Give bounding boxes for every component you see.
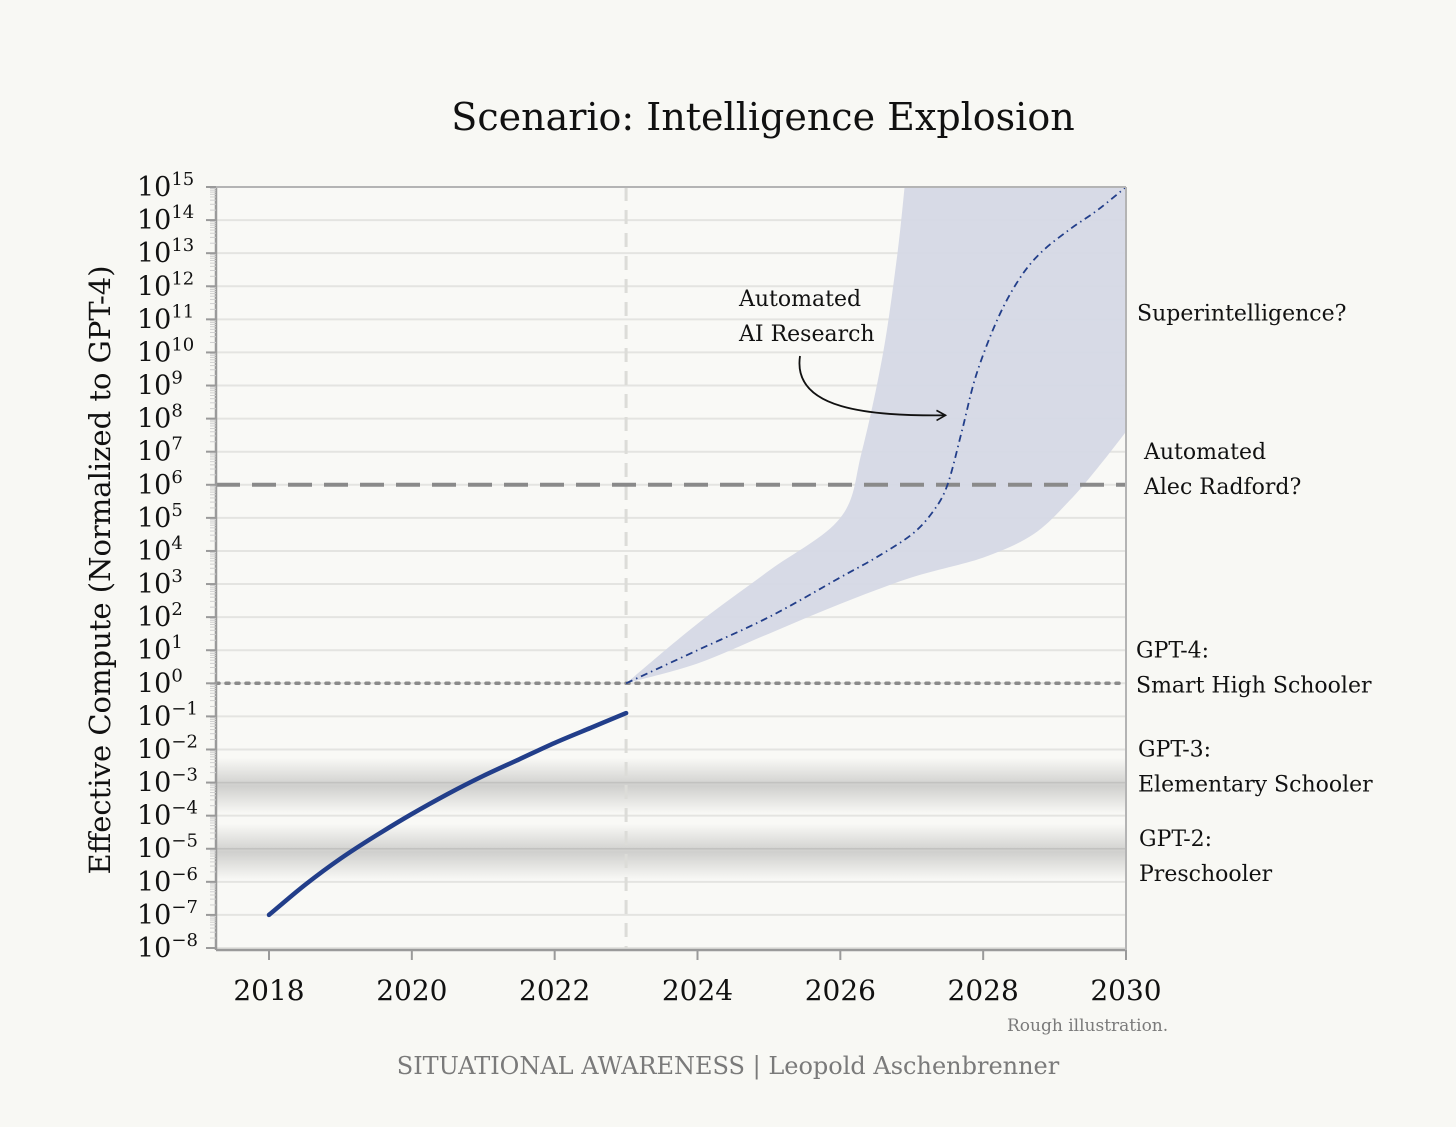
level-label-gpt3-1: Elementary Schooler — [1138, 773, 1373, 798]
data-point-projection-14 — [1096, 209, 1098, 211]
data-point-historical-5 — [447, 793, 449, 795]
data-point-projection-10 — [996, 318, 998, 320]
data-point-projection-8 — [961, 431, 963, 433]
y-tick-label--3: 10−3 — [137, 765, 198, 799]
data-point-historical-10 — [625, 712, 627, 714]
data-point-projection-0 — [625, 682, 627, 684]
note-text: Rough illustration. — [1007, 1016, 1168, 1036]
data-point-historical-6 — [482, 775, 484, 777]
y-tick-label--2: 10−2 — [137, 731, 198, 765]
data-point-projection-4 — [875, 557, 877, 559]
y-tick-label-6: 106 — [137, 467, 183, 501]
data-point-projection-9 — [975, 375, 977, 377]
y-tick-label-13: 1013 — [137, 235, 194, 269]
data-point-historical-8 — [554, 742, 556, 744]
level-label-gpt3-0: GPT-3: — [1138, 738, 1211, 763]
data-point-projection-12 — [1039, 252, 1041, 254]
y-tick-label-3: 103 — [137, 566, 183, 600]
x-tick-label-2018: 2018 — [233, 974, 304, 1007]
x-tick-label-2024: 2024 — [662, 974, 733, 1007]
data-point-projection-13 — [1068, 229, 1070, 231]
data-point-projection-6 — [932, 510, 934, 512]
y-tick-label--1: 10−1 — [137, 698, 198, 732]
y-tick-label-10: 1010 — [137, 334, 194, 368]
annotation-text-0: Automated — [738, 287, 861, 312]
data-point-projection-1 — [697, 649, 699, 651]
y-tick-label-12: 1012 — [137, 268, 194, 302]
x-tick-label-2028: 2028 — [948, 974, 1019, 1007]
data-point-projection-2 — [768, 616, 770, 618]
level-label-gpt2-0: GPT-2: — [1139, 827, 1212, 852]
y-tick-label--5: 10−5 — [137, 831, 198, 865]
level-label-superintelligence-0: Superintelligence? — [1137, 302, 1346, 327]
data-point-historical-1 — [304, 884, 306, 886]
series-line-projection — [625, 186, 1127, 685]
level-label-gpt4-1: Smart High Schooler — [1136, 673, 1372, 698]
chart-title: Scenario: Intelligence Explosion — [451, 95, 1074, 139]
gpt2-band — [216, 823, 1126, 881]
data-point-projection-11 — [1018, 279, 1020, 281]
y-tick-label--6: 10−6 — [137, 864, 198, 898]
y-tick-label-9: 109 — [137, 368, 183, 402]
data-point-historical-4 — [411, 813, 413, 815]
y-tick-label--8: 10−8 — [137, 930, 198, 964]
data-point-historical-7 — [518, 758, 520, 760]
y-tick-label-15: 1015 — [137, 169, 194, 203]
level-label-alec-radford-0: Automated — [1143, 440, 1266, 465]
x-tick-label-2030: 2030 — [1090, 974, 1161, 1007]
data-point-historical-0 — [268, 914, 270, 916]
y-tick-label--7: 10−7 — [137, 897, 198, 931]
data-point-projection-5 — [911, 533, 913, 535]
y-tick-label-0: 100 — [137, 665, 183, 699]
y-tick-label-4: 104 — [137, 533, 183, 567]
data-point-historical-3 — [375, 835, 377, 837]
level-label-alec-radford-1: Alec Radford? — [1143, 475, 1301, 500]
data-point-projection-7 — [946, 484, 948, 486]
y-tick-label-5: 105 — [137, 500, 183, 534]
x-tick-label-2022: 2022 — [519, 974, 590, 1007]
y-tick-label--4: 10−4 — [137, 798, 198, 832]
y-tick-label-7: 107 — [137, 434, 183, 468]
y-tick-label-2: 102 — [137, 599, 183, 633]
y-tick-label-1: 101 — [137, 632, 183, 666]
x-tick-label-2026: 2026 — [805, 974, 876, 1007]
y-tick-label-8: 108 — [137, 401, 183, 435]
gpt3-band — [216, 757, 1126, 814]
level-label-gpt4-0: GPT-4: — [1136, 638, 1209, 663]
y-tick-label-14: 1014 — [137, 202, 194, 236]
series-line-historical — [266, 710, 629, 918]
data-point-historical-2 — [339, 858, 341, 860]
annotation-arrow — [798, 355, 948, 422]
x-tick-label-2020: 2020 — [376, 974, 447, 1007]
y-axis-label: Effective Compute (Normalized to GPT-4) — [83, 265, 117, 874]
annotation-text-1: AI Research — [738, 322, 875, 347]
data-point-projection-3 — [839, 576, 841, 578]
y-tick-label-11: 1011 — [137, 301, 194, 335]
footer-text: SITUATIONAL AWARENESS | Leopold Aschenbr… — [397, 1052, 1060, 1081]
data-point-historical-9 — [589, 727, 591, 729]
level-label-gpt2-1: Preschooler — [1139, 862, 1273, 887]
